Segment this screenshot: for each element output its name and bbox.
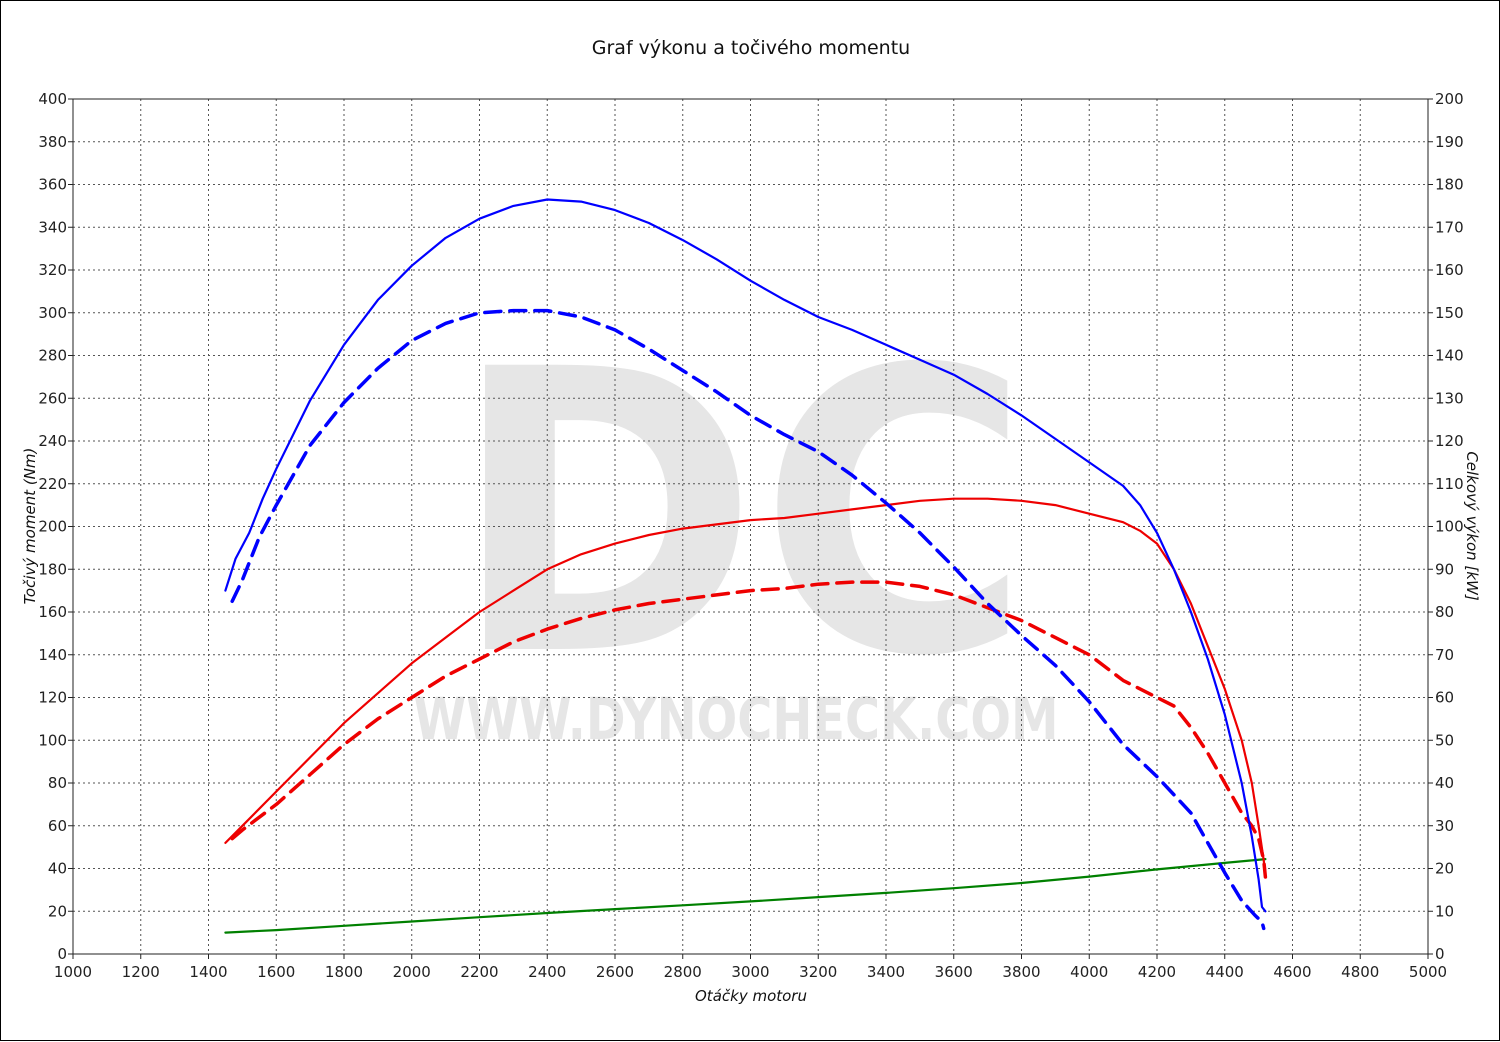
series-line-4	[224, 857, 1267, 934]
x-tick-label: 4600	[1273, 963, 1311, 981]
x-tick-label: 4400	[1206, 963, 1244, 981]
y-right-tick-label: 140	[1435, 347, 1464, 365]
series-lines	[224, 198, 1268, 934]
x-tick-label: 5000	[1409, 963, 1447, 981]
y-left-tick-label: 260	[38, 389, 67, 407]
y-right-tick-label: 180	[1435, 176, 1464, 194]
y-right-tick-label: 160	[1435, 261, 1464, 279]
y-left-tick-label: 320	[38, 261, 67, 279]
y-right-tick-label: 70	[1435, 646, 1454, 664]
y-left-tick-label: 280	[38, 347, 67, 365]
y-left-tick-label: 100	[38, 731, 67, 749]
y-left-tick-label: 220	[38, 475, 67, 493]
watermark: DC WWW.DYNOCHECK.COM	[414, 287, 1059, 753]
y-left-tick-label: 160	[38, 603, 67, 621]
x-tick-label: 1600	[257, 963, 295, 981]
y-axis-left-label: Točivý moment (Nm)	[21, 448, 39, 605]
series-line-3	[230, 580, 1268, 879]
y-right-tick-label: 0	[1435, 945, 1445, 963]
y-right-tick-label: 40	[1435, 774, 1454, 792]
series-line-0	[224, 198, 1267, 913]
x-tick-label: 2400	[528, 963, 566, 981]
y-right-tick-label: 80	[1435, 603, 1454, 621]
y-right-tick-label: 60	[1435, 689, 1454, 707]
watermark-url: WWW.DYNOCHECK.COM	[414, 685, 1059, 753]
y-right-tick-label: 30	[1435, 817, 1454, 835]
y-right-tick-label: 110	[1435, 475, 1464, 493]
y-left-tick-label: 400	[38, 90, 67, 108]
x-tick-label: 3400	[867, 963, 905, 981]
series-line-2	[224, 497, 1267, 879]
y-left-tick-label: 200	[38, 518, 67, 536]
y-right-tick-label: 50	[1435, 731, 1454, 749]
y-right-tick-label: 120	[1435, 432, 1464, 450]
y-left-tick-label: 180	[38, 560, 67, 578]
y-right-tick-label: 130	[1435, 389, 1464, 407]
left-tick-labels: 0 20 40 60 80 100 120 140 160 180 200 220 240 260 280 3…	[38, 90, 67, 963]
y-left-tick-label: 80	[48, 774, 67, 792]
y-right-tick-label: 170	[1435, 218, 1464, 236]
x-tick-label: 3000	[731, 963, 769, 981]
x-tick-label: 1400	[189, 963, 227, 981]
x-tick-label: 2200	[460, 963, 498, 981]
y-right-tick-label: 10	[1435, 902, 1454, 920]
y-right-tick-label: 200	[1435, 90, 1464, 108]
right-tick-labels: 0 10 20 30 40 50 60 70 80 90 100 110 120 130 140 150 160…	[1435, 90, 1464, 963]
y-left-tick-label: 340	[38, 218, 67, 236]
y-right-tick-label: 100	[1435, 518, 1464, 536]
x-tick-label: 2600	[596, 963, 634, 981]
x-tick-label: 1200	[122, 963, 160, 981]
chart-title: Graf výkonu a točivého momentu	[592, 37, 910, 59]
x-tick-label: 3200	[799, 963, 837, 981]
y-left-tick-label: 240	[38, 432, 67, 450]
x-tick-label: 4200	[1138, 963, 1176, 981]
x-tick-label: 3800	[1002, 963, 1040, 981]
y-right-tick-label: 90	[1435, 560, 1454, 578]
y-left-tick-label: 300	[38, 304, 67, 322]
x-tick-labels: 1000 1200 1400 1600 1800 2000 2200 2400 2600 2800…	[54, 963, 1447, 981]
x-tick-label: 1800	[325, 963, 363, 981]
y-left-tick-label: 60	[48, 817, 67, 835]
y-right-tick-label: 150	[1435, 304, 1464, 322]
x-tick-label: 1000	[54, 963, 92, 981]
x-axis-label: Otáčky motoru	[695, 987, 807, 1005]
y-left-tick-label: 20	[48, 902, 67, 920]
axes	[68, 98, 1433, 959]
x-tick-label: 2800	[664, 963, 702, 981]
x-tick-label: 2000	[393, 963, 431, 981]
y-left-tick-label: 40	[48, 860, 67, 878]
x-tick-label: 4800	[1341, 963, 1379, 981]
y-right-tick-label: 190	[1435, 133, 1464, 151]
y-left-tick-label: 120	[38, 689, 67, 707]
x-tick-label: 4000	[1070, 963, 1108, 981]
y-right-tick-label: 20	[1435, 860, 1454, 878]
y-left-tick-label: 0	[57, 945, 67, 963]
x-tick-label: 3600	[935, 963, 973, 981]
series-line-1	[230, 308, 1266, 931]
y-left-tick-label: 140	[38, 646, 67, 664]
y-left-tick-label: 380	[38, 133, 67, 151]
y-left-tick-label: 360	[38, 176, 67, 194]
y-axis-right-label: Celkový výkon [kW]	[1463, 451, 1481, 601]
